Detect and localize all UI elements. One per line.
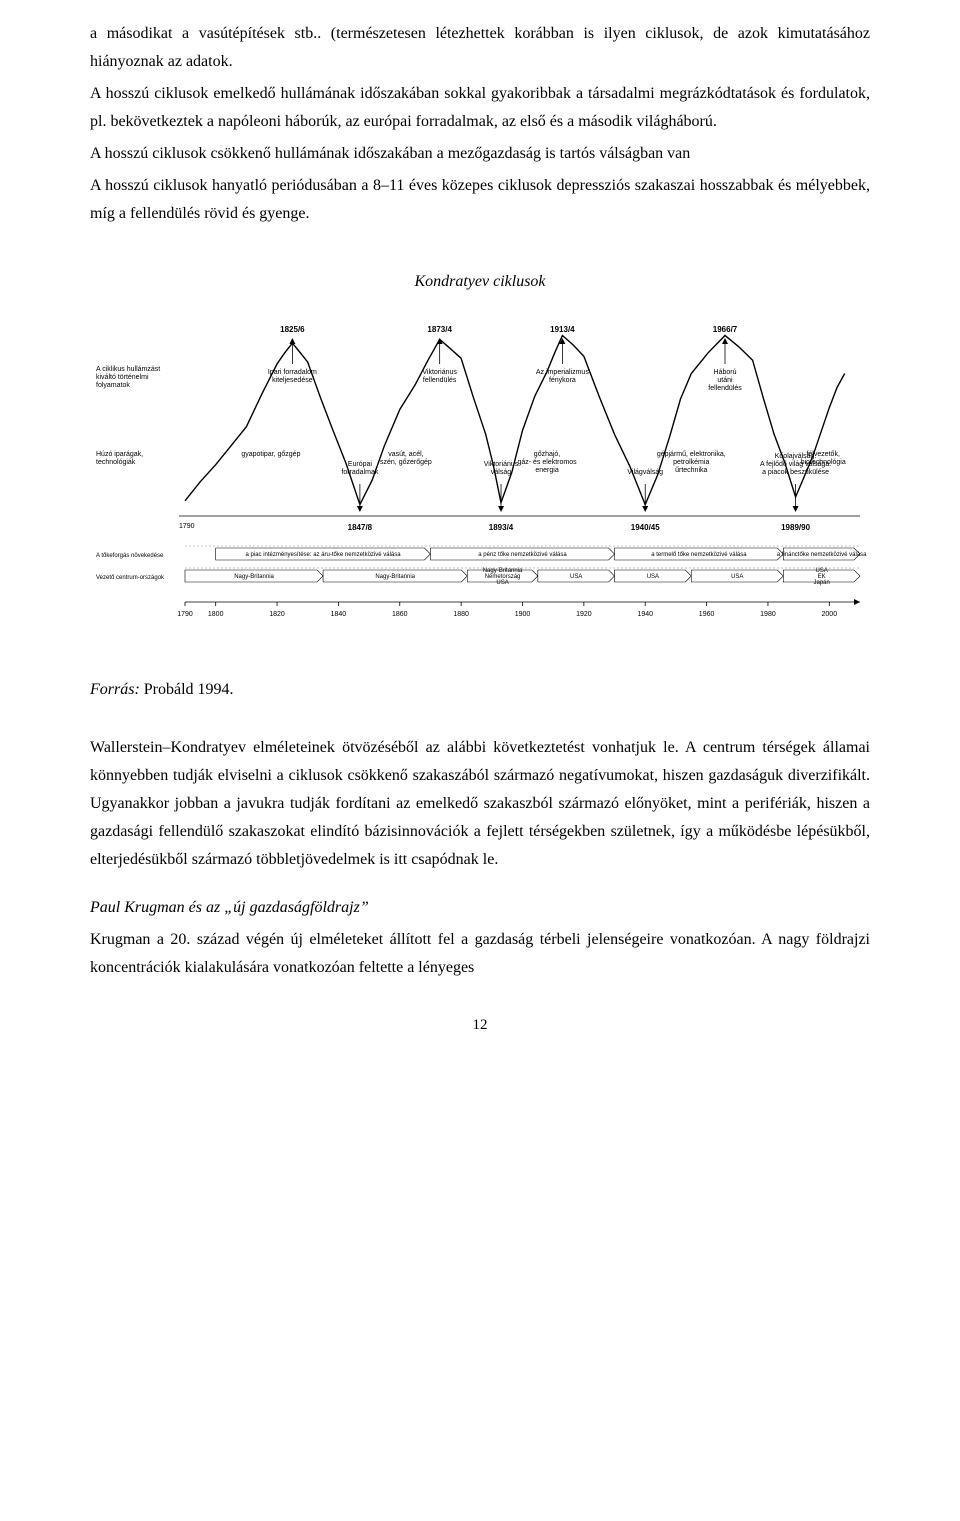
chart-title: Kondratyev ciklusok (90, 268, 870, 296)
svg-text:folyamatok: folyamatok (96, 382, 130, 389)
svg-text:gyapotipar, gőzgép: gyapotipar, gőzgép (241, 451, 300, 458)
svg-text:1847/8: 1847/8 (348, 523, 373, 532)
svg-text:Viktoriánus: Viktoriánus (422, 369, 457, 376)
kondratyev-chart: 1790 A ciklikus hullámzástkiváltó történe… (90, 316, 870, 646)
svg-text:Az imperializmus: Az imperializmus (536, 369, 589, 376)
svg-text:1989/90: 1989/90 (781, 523, 810, 532)
svg-text:1880: 1880 (453, 611, 469, 618)
svg-text:a finánctőke nemzetközivé válá: a finánctőke nemzetközivé válása (777, 552, 867, 558)
svg-text:forradalmak: forradalmak (341, 469, 378, 476)
svg-text:1966/7: 1966/7 (713, 325, 738, 334)
svg-text:1873/4: 1873/4 (427, 325, 452, 334)
svg-text:Viktoriánus: Viktoriánus (484, 461, 519, 468)
svg-text:Húzó iparágak,: Húzó iparágak, (96, 451, 143, 458)
svg-text:1960: 1960 (699, 611, 715, 618)
svg-text:USA: USA (496, 580, 508, 586)
svg-text:1940: 1940 (637, 611, 653, 618)
svg-text:petrolkémia: petrolkémia (673, 459, 709, 466)
svg-text:kiteljesedése: kiteljesedése (272, 377, 313, 384)
svg-text:vasút, acél,: vasút, acél, (388, 451, 423, 458)
svg-text:a piacok beszűkülése: a piacok beszűkülése (762, 469, 829, 476)
svg-text:A ciklikus hullámzást: A ciklikus hullámzást (96, 366, 160, 373)
paragraph-6: Krugman a 20. század végén új elméleteke… (90, 926, 870, 982)
paragraph-3: A hosszú ciklusok csökkenő hullámának id… (90, 140, 870, 168)
svg-text:1790: 1790 (177, 611, 193, 618)
chart-source: Forrás: Probáld 1994. (90, 676, 870, 704)
svg-text:kiváltó történelmi: kiváltó történelmi (96, 374, 149, 381)
svg-text:1790: 1790 (179, 523, 195, 530)
svg-text:űrtechnika: űrtechnika (675, 467, 707, 474)
svg-text:technológiák: technológiák (96, 459, 136, 466)
svg-text:Világválság: Világválság (627, 469, 663, 476)
svg-text:Nagy-Britannia: Nagy-Britannia (375, 574, 415, 580)
svg-text:USA: USA (570, 574, 582, 580)
svg-text:Japán: Japán (813, 580, 829, 586)
paragraph-5: Wallerstein–Kondratyev elméleteinek ötvö… (90, 734, 870, 874)
svg-text:A tőkeforgás növekedése: A tőkeforgás növekedése (96, 553, 164, 559)
svg-text:gáz- és elektromos: gáz- és elektromos (517, 459, 577, 466)
svg-text:fénykora: fénykora (549, 377, 576, 384)
svg-text:Európai: Európai (348, 461, 373, 468)
svg-text:1820: 1820 (269, 611, 285, 618)
paragraph-4: A hosszú ciklusok hanyatló periódusában … (90, 172, 870, 228)
page-number: 12 (90, 1012, 870, 1038)
svg-text:1980: 1980 (760, 611, 776, 618)
svg-text:a pénz tőke nemzetközivé válás: a pénz tőke nemzetközivé válása (478, 552, 567, 558)
paragraph-1: a másodikat a vasútépítések stb.. (termé… (90, 20, 870, 76)
svg-text:energia: energia (535, 467, 558, 474)
svg-text:1900: 1900 (515, 611, 531, 618)
svg-text:1800: 1800 (208, 611, 224, 618)
svg-text:1840: 1840 (331, 611, 347, 618)
svg-text:fellendülés: fellendülés (423, 377, 457, 384)
svg-text:2000: 2000 (822, 611, 838, 618)
svg-text:1825/6: 1825/6 (280, 325, 305, 334)
source-text: Probáld 1994. (140, 681, 234, 698)
svg-text:1920: 1920 (576, 611, 592, 618)
source-label: Forrás: (90, 681, 140, 698)
svg-text:Nagy-Britannia: Nagy-Britannia (234, 574, 274, 580)
svg-text:fellendülés: fellendülés (708, 385, 742, 392)
svg-text:1913/4: 1913/4 (550, 325, 575, 334)
svg-text:Ipari forradalom: Ipari forradalom (268, 369, 317, 376)
svg-text:szén, gőzerőgép: szén, gőzerőgép (380, 459, 432, 466)
svg-text:gőzhajó,: gőzhajó, (534, 451, 561, 458)
svg-text:USA: USA (731, 574, 743, 580)
svg-text:1940/45: 1940/45 (631, 523, 660, 532)
svg-text:USA: USA (647, 574, 659, 580)
svg-text:Háború: Háború (714, 369, 737, 376)
svg-text:biotechnológia: biotechnológia (801, 459, 846, 466)
svg-text:1893/4: 1893/4 (489, 523, 514, 532)
section-heading-krugman: Paul Krugman és az „új gazdaságföldrajz” (90, 894, 870, 922)
svg-text:gépjármű, elektronika,: gépjármű, elektronika, (657, 451, 726, 458)
paragraph-2: A hosszú ciklusok emelkedő hullámának id… (90, 80, 870, 136)
svg-text:félvezetők,: félvezetők, (806, 451, 840, 458)
svg-text:utáni: utáni (717, 377, 733, 384)
svg-text:a termelő tőke nemzetközivé vá: a termelő tőke nemzetközivé válása (651, 552, 747, 558)
svg-text:Vezető centrum-országok: Vezető centrum-országok (96, 575, 165, 581)
svg-text:1860: 1860 (392, 611, 408, 618)
svg-text:válság: válság (491, 469, 511, 476)
svg-text:a piac intézményesítése: az ár: a piac intézményesítése: az áru-tőke nem… (246, 552, 402, 558)
